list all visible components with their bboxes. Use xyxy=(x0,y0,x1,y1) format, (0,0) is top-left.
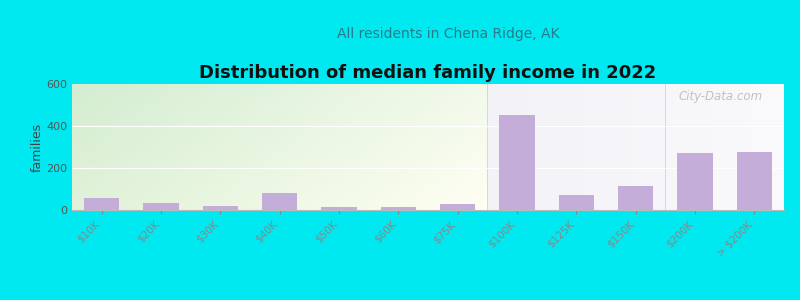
Title: Distribution of median family income in 2022: Distribution of median family income in … xyxy=(199,64,657,82)
Y-axis label: families: families xyxy=(30,122,43,172)
Bar xyxy=(84,199,119,210)
Bar xyxy=(440,204,475,210)
Bar xyxy=(499,116,534,210)
Text: All residents in Chena Ridge, AK: All residents in Chena Ridge, AK xyxy=(337,27,559,41)
Bar xyxy=(737,152,772,210)
Bar xyxy=(202,206,238,210)
Bar xyxy=(558,195,594,210)
Bar xyxy=(677,153,713,210)
Bar xyxy=(262,193,298,210)
Bar xyxy=(321,207,357,210)
Bar xyxy=(487,84,784,210)
Bar xyxy=(143,203,178,210)
Bar xyxy=(381,207,416,210)
Text: City-Data.com: City-Data.com xyxy=(678,90,762,103)
Bar xyxy=(72,84,487,210)
Bar xyxy=(618,186,654,210)
